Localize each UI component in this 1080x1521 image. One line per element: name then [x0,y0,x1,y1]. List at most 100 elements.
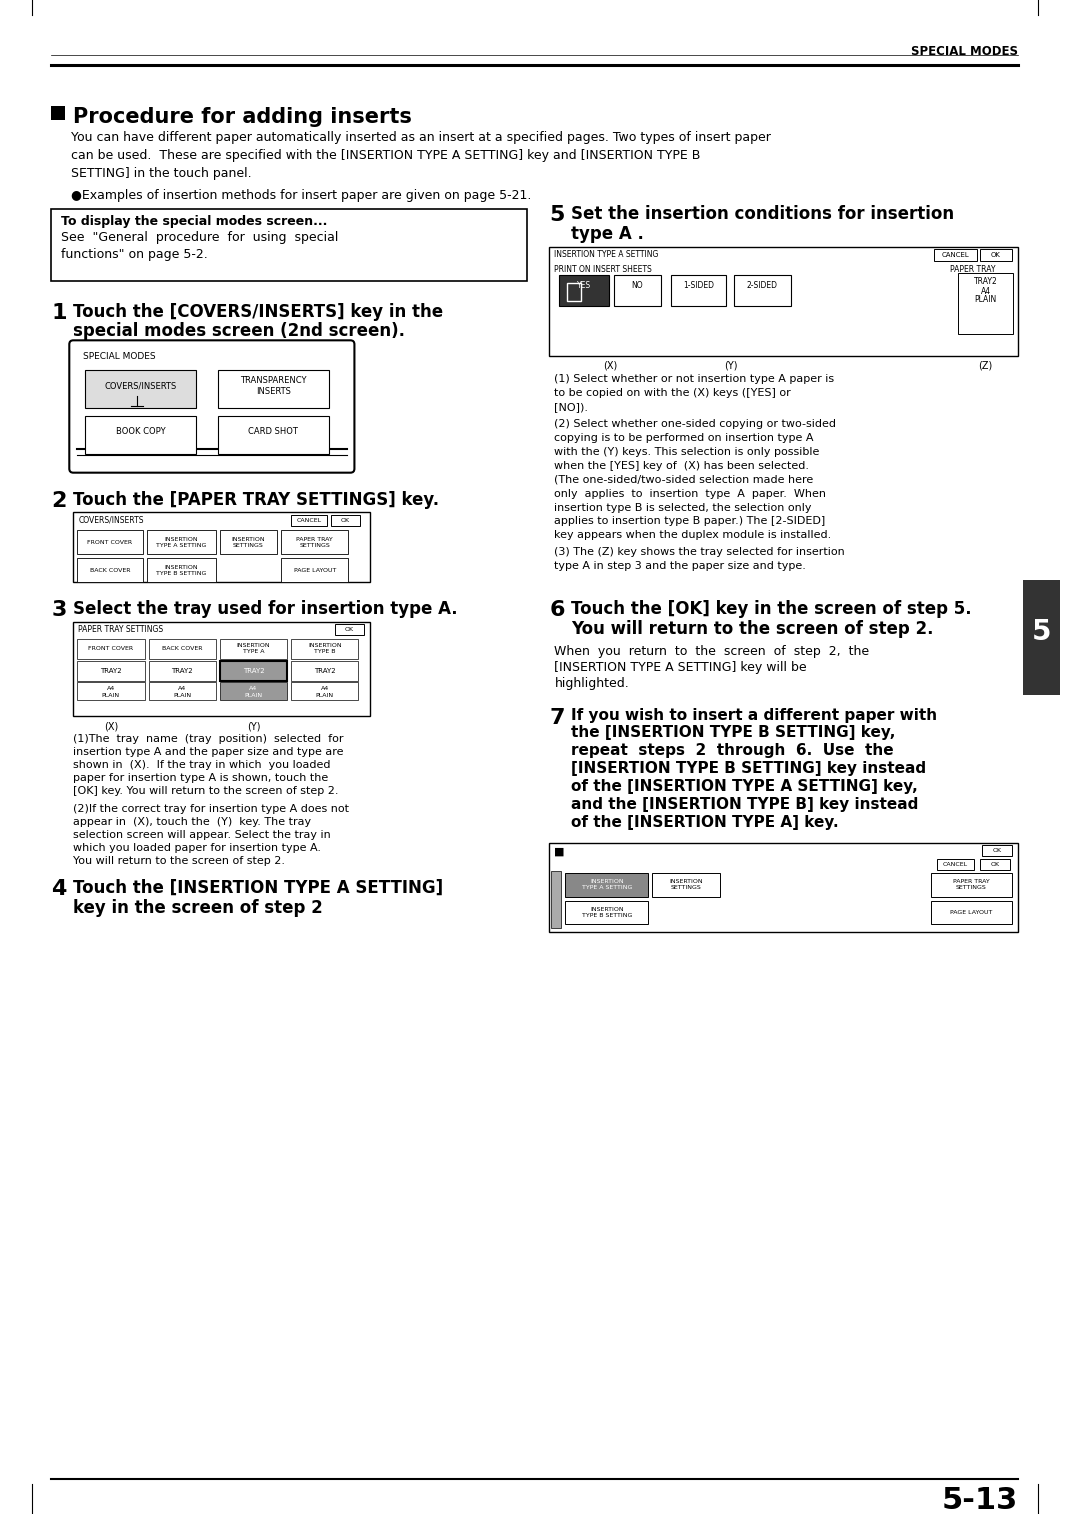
Text: of the [INSERTION TYPE A] key.: of the [INSERTION TYPE A] key. [571,815,839,830]
Bar [52,106,66,120]
Bar [281,558,349,583]
Text: You can have different paper automatically inserted as an insert at a specified : You can have different paper automatical… [71,131,771,144]
Bar [672,275,726,307]
Text: appear in  (X), touch the  (Y)  key. The tray: appear in (X), touch the (Y) key. The tr… [73,817,311,827]
Text: TRAY2: TRAY2 [314,668,336,674]
Text: INSERTION TYPE A SETTING: INSERTION TYPE A SETTING [554,249,659,259]
Bar [78,531,143,554]
Text: PLAIN: PLAIN [102,692,120,698]
Text: (Y): (Y) [725,360,738,370]
Bar [550,843,1017,932]
Text: CANCEL: CANCEL [942,252,969,257]
Text: A4: A4 [107,686,114,691]
Text: with the (Y) keys. This selection is only possible: with the (Y) keys. This selection is onl… [554,447,820,456]
Text: Touch the [INSERTION TYPE A SETTING]: Touch the [INSERTION TYPE A SETTING] [73,879,444,897]
Bar [931,873,1012,896]
Text: (1)The  tray  name  (tray  position)  selected  for: (1)The tray name (tray position) selecte… [73,735,343,744]
Text: type A .: type A . [571,225,644,243]
FancyBboxPatch shape [69,341,354,473]
Text: Set the insertion conditions for insertion: Set the insertion conditions for inserti… [571,205,955,224]
Bar [85,415,197,453]
Bar [292,681,359,700]
Text: type A in step 3 and the paper size and type.: type A in step 3 and the paper size and … [554,561,807,572]
Text: INSERTION
TYPE A SETTING: INSERTION TYPE A SETTING [582,879,632,890]
Text: INSERTION
TYPE A: INSERTION TYPE A [237,643,270,654]
Bar [220,681,287,700]
Text: 1: 1 [52,303,67,322]
Text: paper for insertion type A is shown, touch the: paper for insertion type A is shown, tou… [73,773,328,783]
Text: 7: 7 [550,707,565,727]
Text: OK: OK [993,847,1001,853]
Bar [52,208,527,280]
Bar [613,275,661,307]
Text: Select the tray used for insertion type A.: Select the tray used for insertion type … [73,601,458,618]
Bar [218,370,328,408]
Text: Touch the [COVERS/INSERTS] key in the: Touch the [COVERS/INSERTS] key in the [73,303,444,321]
Bar [78,558,143,583]
Bar [78,639,145,659]
Text: the [INSERTION TYPE B SETTING] key,: the [INSERTION TYPE B SETTING] key, [571,726,895,741]
Bar [78,681,145,700]
Bar [931,900,1012,925]
Text: NO: NO [632,280,644,289]
Text: TRANSPARENCY
INSERTS: TRANSPARENCY INSERTS [240,376,307,395]
Text: A4: A4 [321,686,328,691]
Bar [149,639,216,659]
Text: CANCEL: CANCEL [296,519,322,523]
Text: FRONT COVER: FRONT COVER [87,540,133,545]
Bar [281,531,349,554]
Bar [1023,580,1061,695]
Text: BACK COVER: BACK COVER [90,567,131,573]
Text: You will return to the screen of step 2.: You will return to the screen of step 2. [571,621,934,637]
Text: which you loaded paper for insertion type A.: which you loaded paper for insertion typ… [73,843,321,853]
Text: INSERTION
SETTINGS: INSERTION SETTINGS [670,879,703,890]
Text: (X): (X) [603,360,617,370]
Text: insertion type A and the paper size and type are: insertion type A and the paper size and … [73,747,343,757]
Text: A4: A4 [178,686,186,691]
Text: COVERS/INSERTS: COVERS/INSERTS [105,382,177,391]
Text: and the [INSERTION TYPE B] key instead: and the [INSERTION TYPE B] key instead [571,797,919,812]
Text: YES: YES [577,280,591,289]
Text: (X): (X) [104,721,118,732]
Text: PLAIN: PLAIN [173,692,191,698]
Bar [552,870,562,928]
Text: See  "General  procedure  for  using  special: See "General procedure for using special [62,231,339,243]
Bar [218,415,328,453]
Bar [292,639,359,659]
Text: CANCEL: CANCEL [943,862,968,867]
Bar [292,516,326,526]
Text: INSERTION
TYPE B SETTING: INSERTION TYPE B SETTING [156,564,206,575]
Bar [220,660,287,681]
Text: PRINT ON INSERT SHEETS: PRINT ON INSERT SHEETS [554,265,652,274]
Text: Touch the [OK] key in the screen of step 5.: Touch the [OK] key in the screen of step… [571,601,972,618]
Text: PAPER TRAY
SETTINGS: PAPER TRAY SETTINGS [953,879,989,890]
Text: If you wish to insert a different paper with: If you wish to insert a different paper … [571,707,937,722]
Bar [73,622,370,716]
Bar [335,624,364,634]
Text: To display the special modes screen...: To display the special modes screen... [62,214,327,228]
Text: (1) Select whether or not insertion type A paper is: (1) Select whether or not insertion type… [554,374,835,385]
Text: (2)If the correct tray for insertion type A does not: (2)If the correct tray for insertion typ… [73,805,349,814]
Text: A4: A4 [249,686,257,691]
Text: INSERTION
SETTINGS: INSERTION SETTINGS [232,537,266,548]
Bar [559,275,609,307]
Text: applies to insertion type B paper.) The [2-SIDED]: applies to insertion type B paper.) The … [554,517,825,526]
Text: PAPER TRAY
SETTINGS: PAPER TRAY SETTINGS [296,537,334,548]
Bar [147,531,216,554]
Text: ●Examples of insertion methods for insert paper are given on page 5-21.: ●Examples of insertion methods for inser… [71,189,531,202]
Text: PAGE LAYOUT: PAGE LAYOUT [950,910,993,916]
Text: OK: OK [990,862,999,867]
Bar [982,844,1012,856]
Bar [733,275,791,307]
Text: TRAY2: TRAY2 [172,668,193,674]
Text: 5: 5 [550,205,565,225]
Text: shown in  (X).  If the tray in which  you loaded: shown in (X). If the tray in which you l… [73,760,330,770]
Text: highlighted.: highlighted. [554,677,630,689]
Bar [220,639,287,659]
Text: ■: ■ [554,847,565,856]
Bar [85,370,197,408]
Text: [INSERTION TYPE B SETTING] key instead: [INSERTION TYPE B SETTING] key instead [571,760,927,776]
Text: TRAY2: TRAY2 [974,277,998,286]
Text: SPECIAL MODES: SPECIAL MODES [83,353,156,362]
Text: PAGE LAYOUT: PAGE LAYOUT [294,567,336,573]
